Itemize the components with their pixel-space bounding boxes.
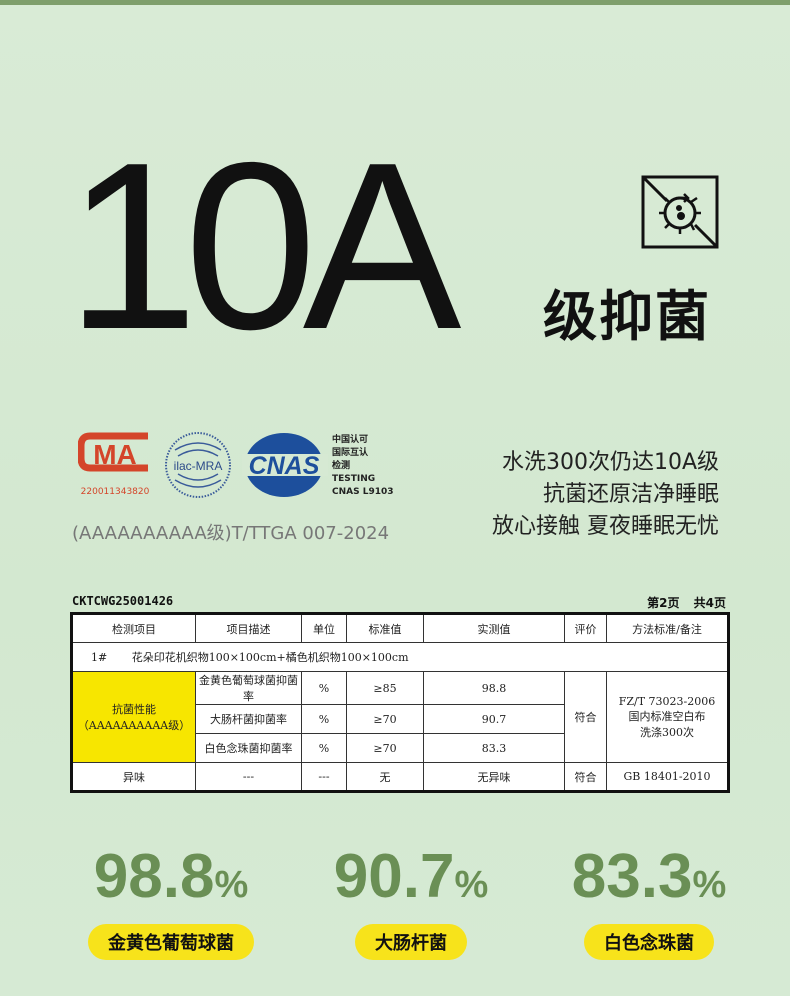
table-cell: ---	[301, 762, 347, 792]
certification-logos: MA 220011343820 ilac-MRA CNAS	[77, 428, 398, 503]
grade-subtitle: 级抑菌	[543, 285, 711, 348]
svg-text:ilac-MRA: ilac-MRA	[174, 459, 223, 473]
table-cell: 无异味	[423, 762, 565, 792]
table-row: 异味 --- --- 无无异味 符合 GB 18401-2010	[71, 762, 729, 792]
cnas-caption: 中国认可 国际互认 检测 TESTING CNAS L9103	[332, 435, 394, 497]
cnas-logo: CNAS	[242, 433, 328, 497]
cma-logo: MA 220011343820	[77, 432, 150, 497]
table-cell: 1# 花朵印花机织物100×100cm+橘色机织物100×100cm	[71, 642, 729, 672]
table-cell: 评价	[564, 613, 607, 643]
table-cell: 方法标准/备注	[606, 613, 729, 643]
table-row: 抗菌性能 （AAAAAAAAAA级） 金黄色葡萄球菌抑菌率% ≥85 98.8 符合 …	[71, 671, 729, 763]
table-cell: ---	[195, 762, 302, 792]
table-cell: 98.8	[423, 671, 565, 705]
table-cell: 检测项目	[71, 613, 196, 643]
table-cell: 标准值	[346, 613, 424, 643]
table-cell: %	[301, 671, 347, 705]
slogan: 水洗300次仍达10A级 抗菌还原洁净睡眠 放心接触 夏夜睡眠无忧	[492, 450, 719, 539]
table-cell: %	[301, 704, 347, 734]
report-code: CKTCWG25001426	[72, 594, 174, 608]
table-cell: 异味	[71, 762, 196, 792]
table-cell: 白色念珠菌抑菌率	[195, 733, 302, 763]
top-bar	[0, 0, 790, 5]
table-cell: %	[301, 733, 347, 763]
table-cell: 大肠杆菌抑菌率	[195, 704, 302, 734]
stat-staph: 98.8% 金黄色葡萄球菌	[51, 842, 291, 960]
svg-text:CNAS: CNAS	[249, 452, 320, 480]
sample-row: 1# 花朵印花机织物100×100cm+橘色机织物100×100cm	[71, 642, 729, 672]
table-cell: 无	[346, 762, 424, 792]
antibacterial-icon	[641, 175, 719, 249]
table-cell: 符合	[564, 762, 607, 792]
stat-ecoli: 90.7% 大肠杆菌	[291, 842, 531, 960]
table-cell: 符合	[564, 671, 607, 763]
table-cell: 83.3	[423, 733, 565, 763]
table-cell: 金黄色葡萄球菌抑菌率	[195, 671, 302, 705]
table-cell: ≥85	[346, 671, 424, 705]
table-cell: FZ/T 73023-2006 国内标准空白布 洗涤300次	[606, 671, 729, 763]
grade-title: 10A	[66, 114, 462, 379]
table-cell: ≥70	[346, 704, 424, 734]
table-cell: 实测值	[423, 613, 565, 643]
test-report-table: 检测项目 项目描述 单位 标准值 实测值 评价 方法标准/备注 1# 花朵印花机织物100×…	[70, 612, 730, 793]
ilac-mra-logo: ilac-MRA	[165, 432, 231, 498]
page-info: 第2页 共4页	[647, 596, 726, 610]
table-cell: 项目描述	[195, 613, 302, 643]
table-cell: 单位	[301, 613, 347, 643]
table-cell: GB 18401-2010	[606, 762, 729, 792]
table-cell: ≥70	[346, 733, 424, 763]
svg-text:220011343820: 220011343820	[81, 487, 150, 497]
stat-candida: 83.3% 白色念珠菌	[529, 842, 769, 960]
standard-text: (AAAAAAAAAA级)T/TTGA 007-2024	[72, 523, 390, 544]
svg-text:MA: MA	[93, 439, 137, 470]
table-cell: 抗菌性能 （AAAAAAAAAA级）	[71, 671, 196, 763]
table-cell: 90.7	[423, 704, 565, 734]
table-header: 检测项目 项目描述 单位 标准值 实测值 评价 方法标准/备注	[71, 613, 729, 643]
